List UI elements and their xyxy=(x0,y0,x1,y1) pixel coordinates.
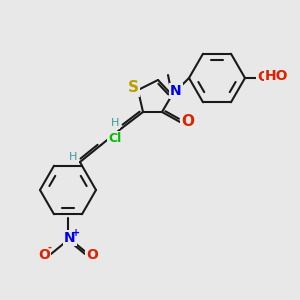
Text: O: O xyxy=(182,115,194,130)
Text: S: S xyxy=(128,80,139,95)
Text: H: H xyxy=(264,70,274,83)
Text: O: O xyxy=(257,70,269,84)
Text: H: H xyxy=(111,118,119,128)
Text: O: O xyxy=(38,248,50,262)
Text: N: N xyxy=(170,84,182,98)
Text: N: N xyxy=(64,231,76,245)
Text: O: O xyxy=(86,248,98,262)
Text: Cl: Cl xyxy=(108,133,122,146)
Text: H: H xyxy=(69,152,77,162)
Text: +: + xyxy=(72,228,80,238)
Text: -: - xyxy=(48,243,52,253)
Text: HO: HO xyxy=(265,69,289,83)
